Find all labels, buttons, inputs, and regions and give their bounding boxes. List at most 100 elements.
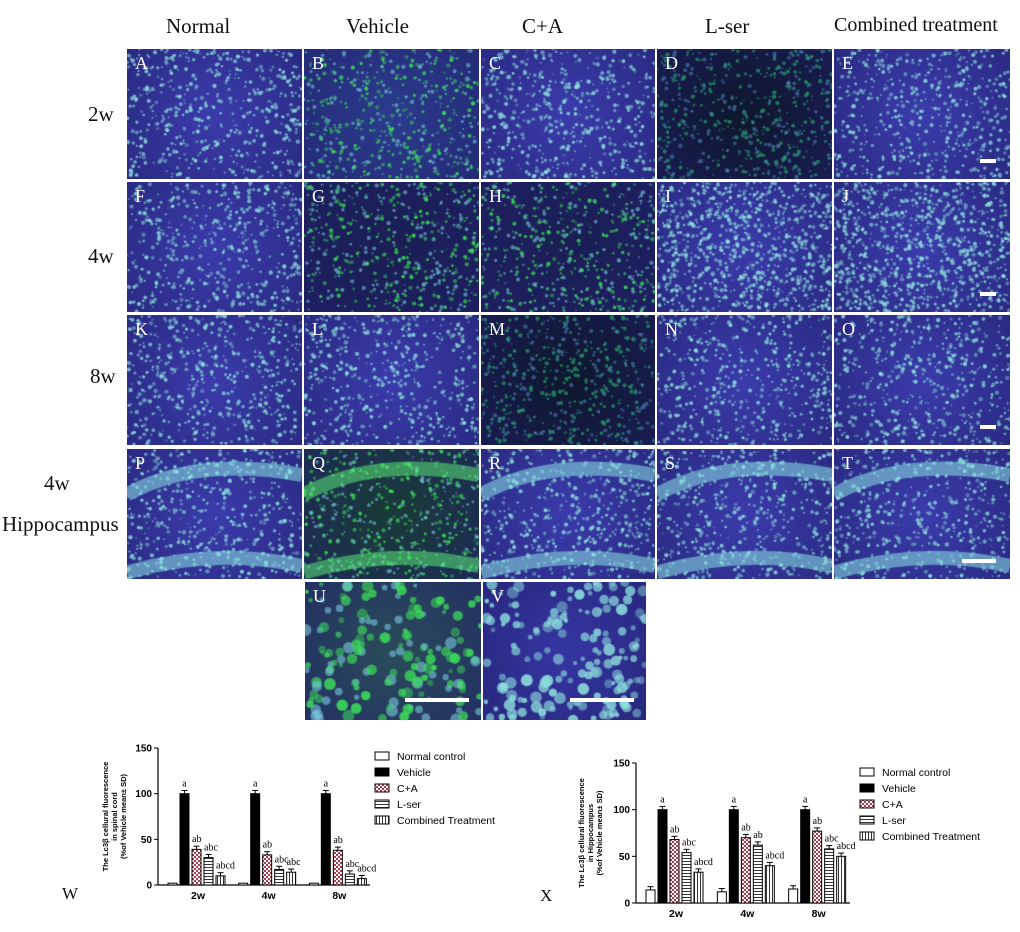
bar (203, 857, 214, 886)
micrograph-image (305, 582, 481, 720)
y-tick-label: 100 (613, 805, 630, 816)
micrograph-panel-l: L (304, 315, 479, 445)
micrograph-image (657, 449, 832, 579)
bar (167, 882, 178, 886)
legend-swatch (374, 767, 390, 777)
y-axis-label: in spinal cord (110, 792, 119, 841)
data-label: a (182, 778, 187, 789)
micrograph-panel-v: V (483, 582, 646, 720)
data-label: abcd (694, 857, 713, 868)
micrograph-panel-j: J (834, 182, 1010, 312)
y-axis-label: The Lc3β cellural fluorescence (577, 778, 586, 888)
panel-label: I (665, 186, 671, 206)
micrograph-image (481, 182, 655, 312)
x-tick-label: 4w (740, 908, 755, 920)
bar (332, 849, 343, 886)
legend-label: C+A (397, 783, 418, 795)
legend-label: Combined Treatment (882, 831, 980, 843)
micrograph-image (657, 182, 832, 312)
bar (344, 873, 355, 886)
scale-bar (980, 425, 996, 429)
panel-label: K (135, 319, 148, 339)
row-header-4w-hippo: 4w (44, 471, 70, 495)
data-label: abcd (216, 861, 235, 872)
bar (308, 882, 319, 886)
legend-label: Normal control (882, 767, 950, 779)
y-tick-label: 150 (135, 744, 152, 755)
scale-bar (405, 698, 469, 702)
bar (728, 809, 739, 904)
bar (179, 793, 190, 886)
panel-label: H (489, 186, 502, 206)
micrograph-image (304, 315, 479, 445)
micrograph-image (304, 449, 479, 579)
legend-label: Normal control (397, 751, 465, 763)
column-header-lser: L-ser (705, 14, 750, 38)
y-axis-label: The Lc3β cellural fluorescence (101, 762, 110, 872)
y-axis-label: (%of Vehicle mean± SD) (119, 774, 128, 859)
y-tick-label: 50 (619, 852, 631, 863)
x-tick-label: 2w (191, 890, 206, 902)
chart-w: 0 50 100 150 The Lc3β cellural fluorescence i… (90, 740, 530, 925)
y-tick-label: 0 (146, 881, 152, 892)
bar (764, 865, 775, 904)
data-label: a (253, 778, 258, 789)
data-label: abcd (357, 863, 376, 874)
column-header-ca: C+A (522, 14, 564, 38)
panel-label: S (665, 453, 676, 473)
legend-label: L-ser (882, 815, 906, 827)
data-label: abcd (837, 841, 856, 852)
micrograph-image (481, 449, 655, 579)
panel-letter-x: X (540, 886, 553, 905)
chart-x: 0 50 100 150 The Lc3β cellural fluorescence i… (570, 755, 1010, 927)
panel-label: E (842, 53, 853, 73)
micrograph-image (834, 315, 1010, 445)
legend-swatch (859, 815, 875, 825)
panel-label: P (135, 453, 146, 473)
legend-swatch (374, 751, 390, 761)
row-header-hippocampus: Hippocampus (2, 512, 119, 536)
micrograph-panel-m: M (481, 315, 655, 445)
x-tick-label: 8w (812, 908, 827, 920)
data-label: abcd (765, 850, 784, 861)
panel-label: A (135, 53, 148, 73)
panel-label: N (665, 319, 678, 339)
data-label: ab (753, 830, 762, 841)
bar (274, 868, 285, 886)
bar (215, 875, 226, 886)
micrograph-image (127, 49, 302, 179)
y-axis-label: (%of Vehicle mean± SD) (595, 790, 604, 875)
panel-letter-w: W (62, 884, 79, 903)
micrograph-panel-g: G (304, 182, 479, 312)
bar (669, 839, 680, 904)
micrograph-image (127, 182, 302, 312)
micrograph-panel-r: R (481, 449, 655, 579)
data-label: a (803, 794, 808, 805)
data-label: ab (741, 822, 750, 833)
row-header-8w: 8w (90, 364, 116, 388)
bar (681, 852, 692, 904)
panel-label: B (312, 53, 325, 73)
y-tick-label: 100 (135, 789, 152, 800)
x-tick-label: 2w (669, 908, 684, 920)
micrograph-panel-u: U (305, 582, 481, 720)
data-label: abc (825, 834, 839, 845)
x-tick-label: 8w (332, 890, 347, 902)
bar (657, 809, 668, 904)
scale-bar (980, 159, 996, 163)
micrograph-image (481, 49, 655, 179)
data-label: abc (204, 842, 218, 853)
micrograph-image (304, 49, 479, 179)
column-header-vehicle: Vehicle (346, 14, 409, 38)
panel-label: L (312, 319, 323, 339)
micrograph-panel-d: D (657, 49, 832, 179)
legend-swatch (859, 831, 875, 841)
micrograph-image (834, 49, 1010, 179)
legend-label: Vehicle (882, 783, 916, 795)
legend-label: Vehicle (397, 767, 431, 779)
data-label: a (732, 794, 737, 805)
panel-label: G (312, 186, 325, 206)
bar (250, 793, 261, 886)
legend-swatch (374, 783, 390, 793)
scale-bar (962, 559, 996, 563)
